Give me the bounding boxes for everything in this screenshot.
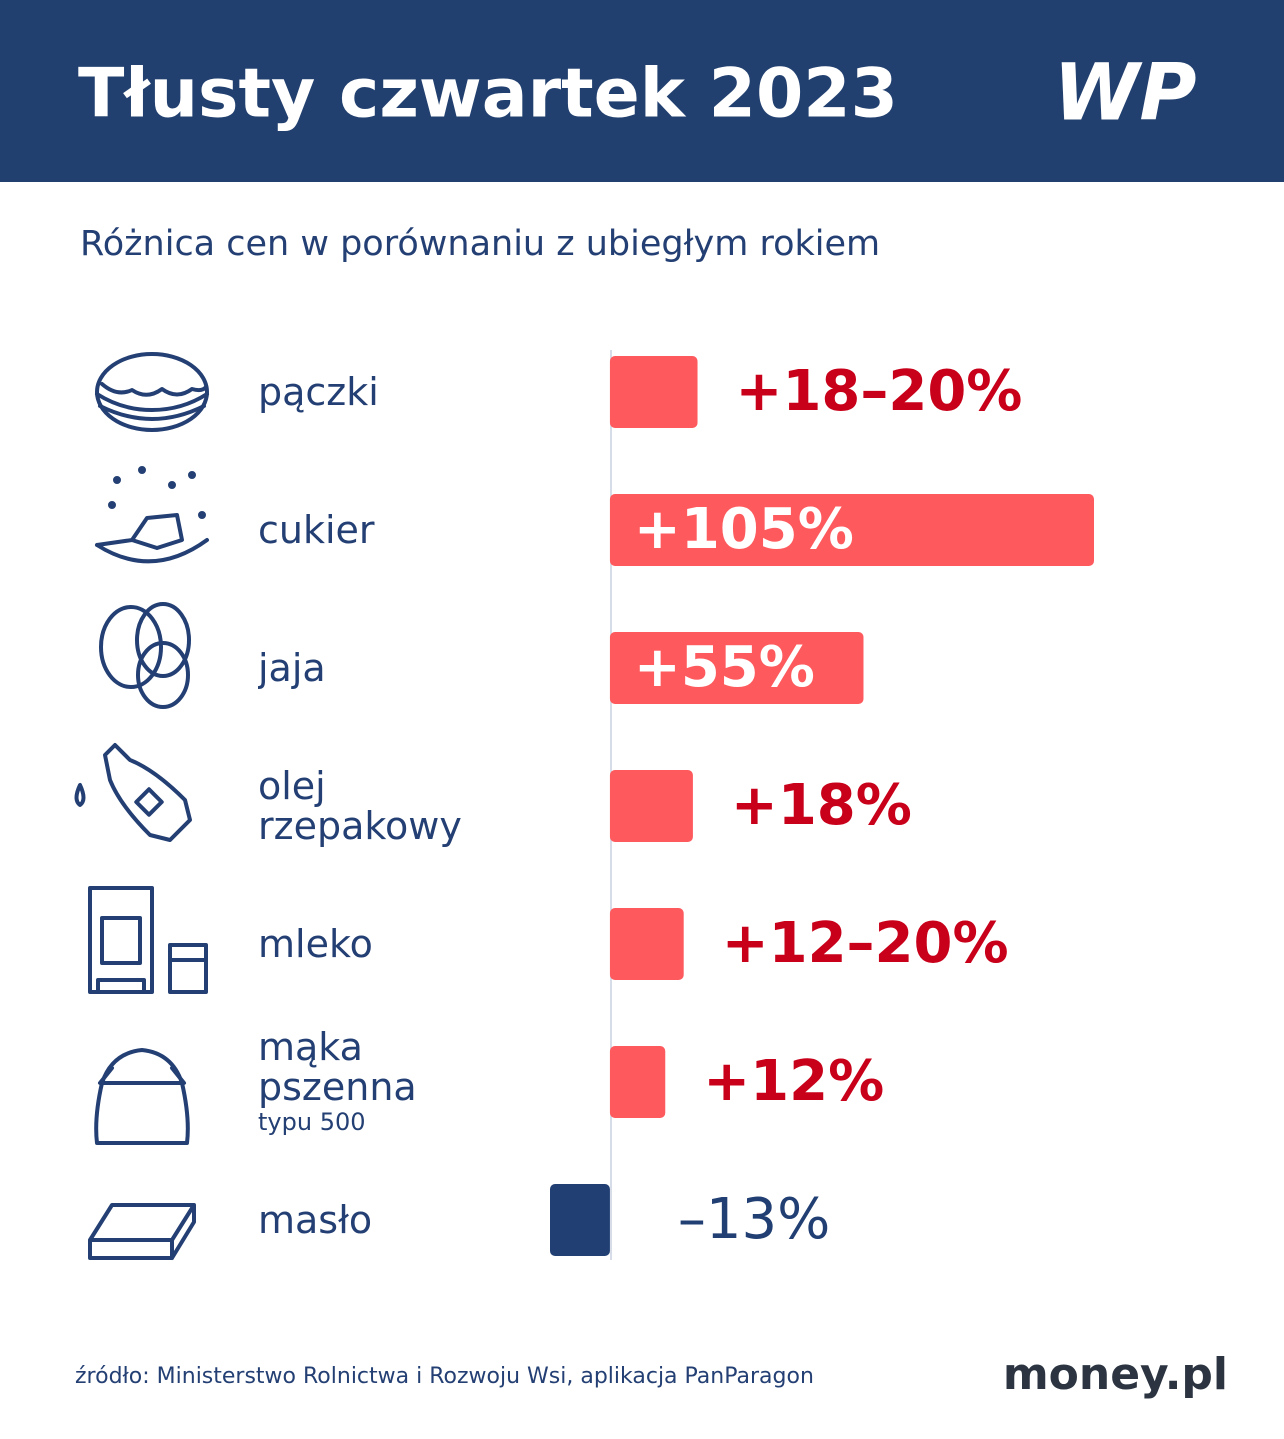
- category-label-box: mąka pszenna typu 500: [258, 1017, 488, 1147]
- donut-icon: [95, 352, 209, 432]
- category-label: mleko: [258, 922, 373, 966]
- category-label: cukier: [258, 508, 375, 552]
- category-label-box: mleko: [258, 879, 488, 1009]
- header-band: [0, 0, 1284, 182]
- footer-brand: money.pl: [1003, 1349, 1228, 1400]
- oil-icon: [74, 743, 192, 842]
- bar: [609, 356, 698, 428]
- brand-logo: WP: [1053, 48, 1196, 138]
- butter-icon: [88, 1203, 196, 1260]
- chart-title: Tłusty czwartek 2023: [78, 55, 898, 134]
- category-label-box: cukier: [258, 465, 488, 595]
- bar: [550, 1184, 610, 1256]
- category-label: mąka pszenna: [258, 1025, 417, 1109]
- category-box: pączki: [258, 327, 488, 457]
- bar: [609, 1046, 666, 1118]
- bar: [609, 770, 693, 842]
- eggs-icon: [99, 602, 191, 709]
- category-box: jaja: [258, 603, 488, 733]
- source-note: źródło: Ministerstwo Rolnictwa i Rozwoju…: [75, 1364, 814, 1389]
- category-label-box: masło: [258, 1155, 488, 1285]
- value-label: +12%: [703, 1049, 884, 1114]
- category-box: mleko: [258, 879, 488, 1009]
- bar: [609, 632, 864, 704]
- value-label: +55%: [634, 635, 815, 700]
- category-label: olej rzepakowy: [258, 764, 462, 848]
- icons: [74, 352, 209, 1260]
- category-label: masło: [258, 1198, 373, 1242]
- category-label: jaja: [258, 646, 326, 690]
- category-sublabel: typu 500: [258, 1108, 366, 1136]
- category-label-box: olej rzepakowy: [258, 741, 488, 871]
- milk-icon: [88, 886, 208, 994]
- category-label: pączki: [258, 370, 379, 414]
- category-box: olej rzepakowy: [258, 741, 488, 871]
- value-label: +18–20%: [736, 359, 1023, 424]
- category-box: masło: [258, 1155, 488, 1285]
- category-box: cukier: [258, 465, 488, 595]
- bar: [609, 908, 684, 980]
- category-label-box: jaja: [258, 603, 488, 733]
- sugar-icon: [95, 466, 209, 564]
- value-label: –13%: [678, 1187, 830, 1252]
- flour-icon: [94, 1048, 190, 1145]
- chart-subtitle: Różnica cen w porównaniu z ubiegłym roki…: [80, 224, 880, 264]
- value-label: +18%: [731, 773, 912, 838]
- value-label: +105%: [634, 497, 854, 562]
- value-label: +12–20%: [722, 911, 1009, 976]
- bar: [609, 494, 1094, 566]
- category-label-box: pączki: [258, 327, 488, 457]
